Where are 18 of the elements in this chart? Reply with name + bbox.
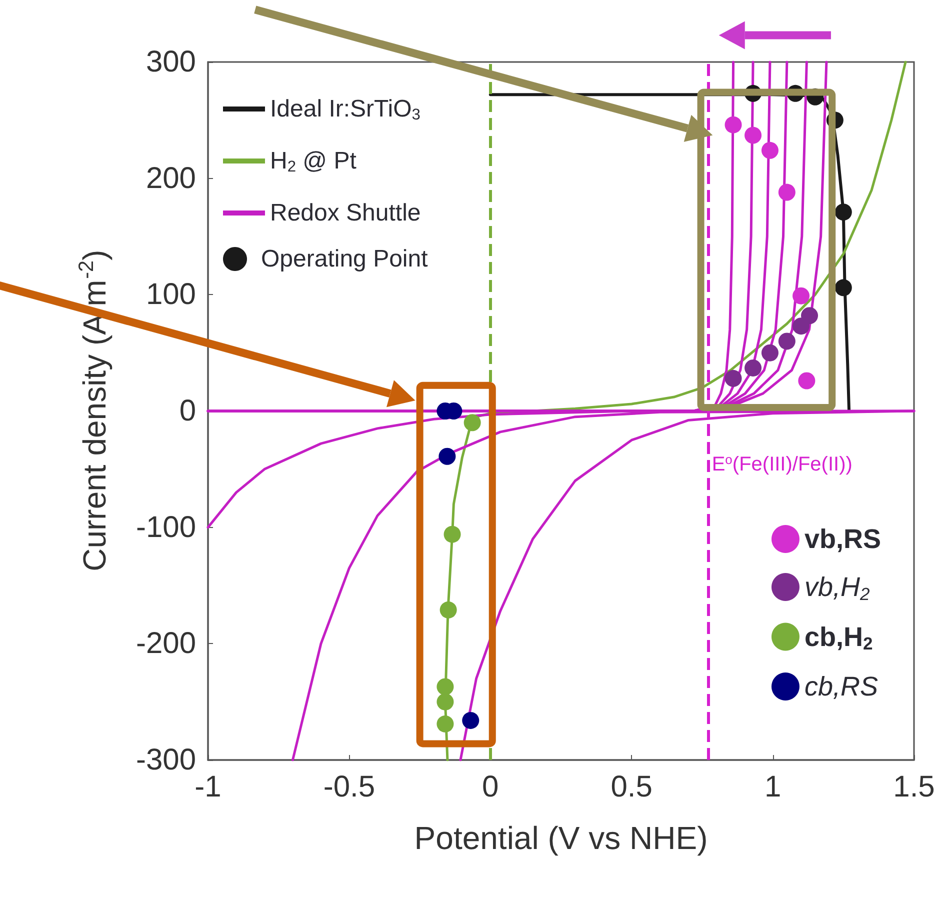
legend-label: cb,RS [804,672,878,702]
x-axis-title: Potential (V vs NHE) [414,820,708,856]
y-tick-label: 0 [179,394,196,428]
y-tick-label: 100 [146,278,196,312]
y-tick-label: 300 [146,46,196,78]
y-tick-label: -100 [136,510,196,544]
x-tick-label: -0.5 [323,770,376,804]
x-tick-label: -1 [194,770,222,804]
x-tick-label: 1 [764,770,782,804]
y-tick-label: -300 [136,744,196,776]
legend-label: vb,RS [804,524,882,554]
x-tick-label: 1.5 [893,770,935,804]
x-tick-label: 0 [482,770,499,804]
legend-label: Operating Point [261,246,428,272]
y-tick-label: 200 [146,162,196,195]
x-tick-label: 0.5 [610,770,652,804]
legend-label: Redox Shuttle [270,200,421,226]
y-tick-label: -200 [136,627,196,660]
